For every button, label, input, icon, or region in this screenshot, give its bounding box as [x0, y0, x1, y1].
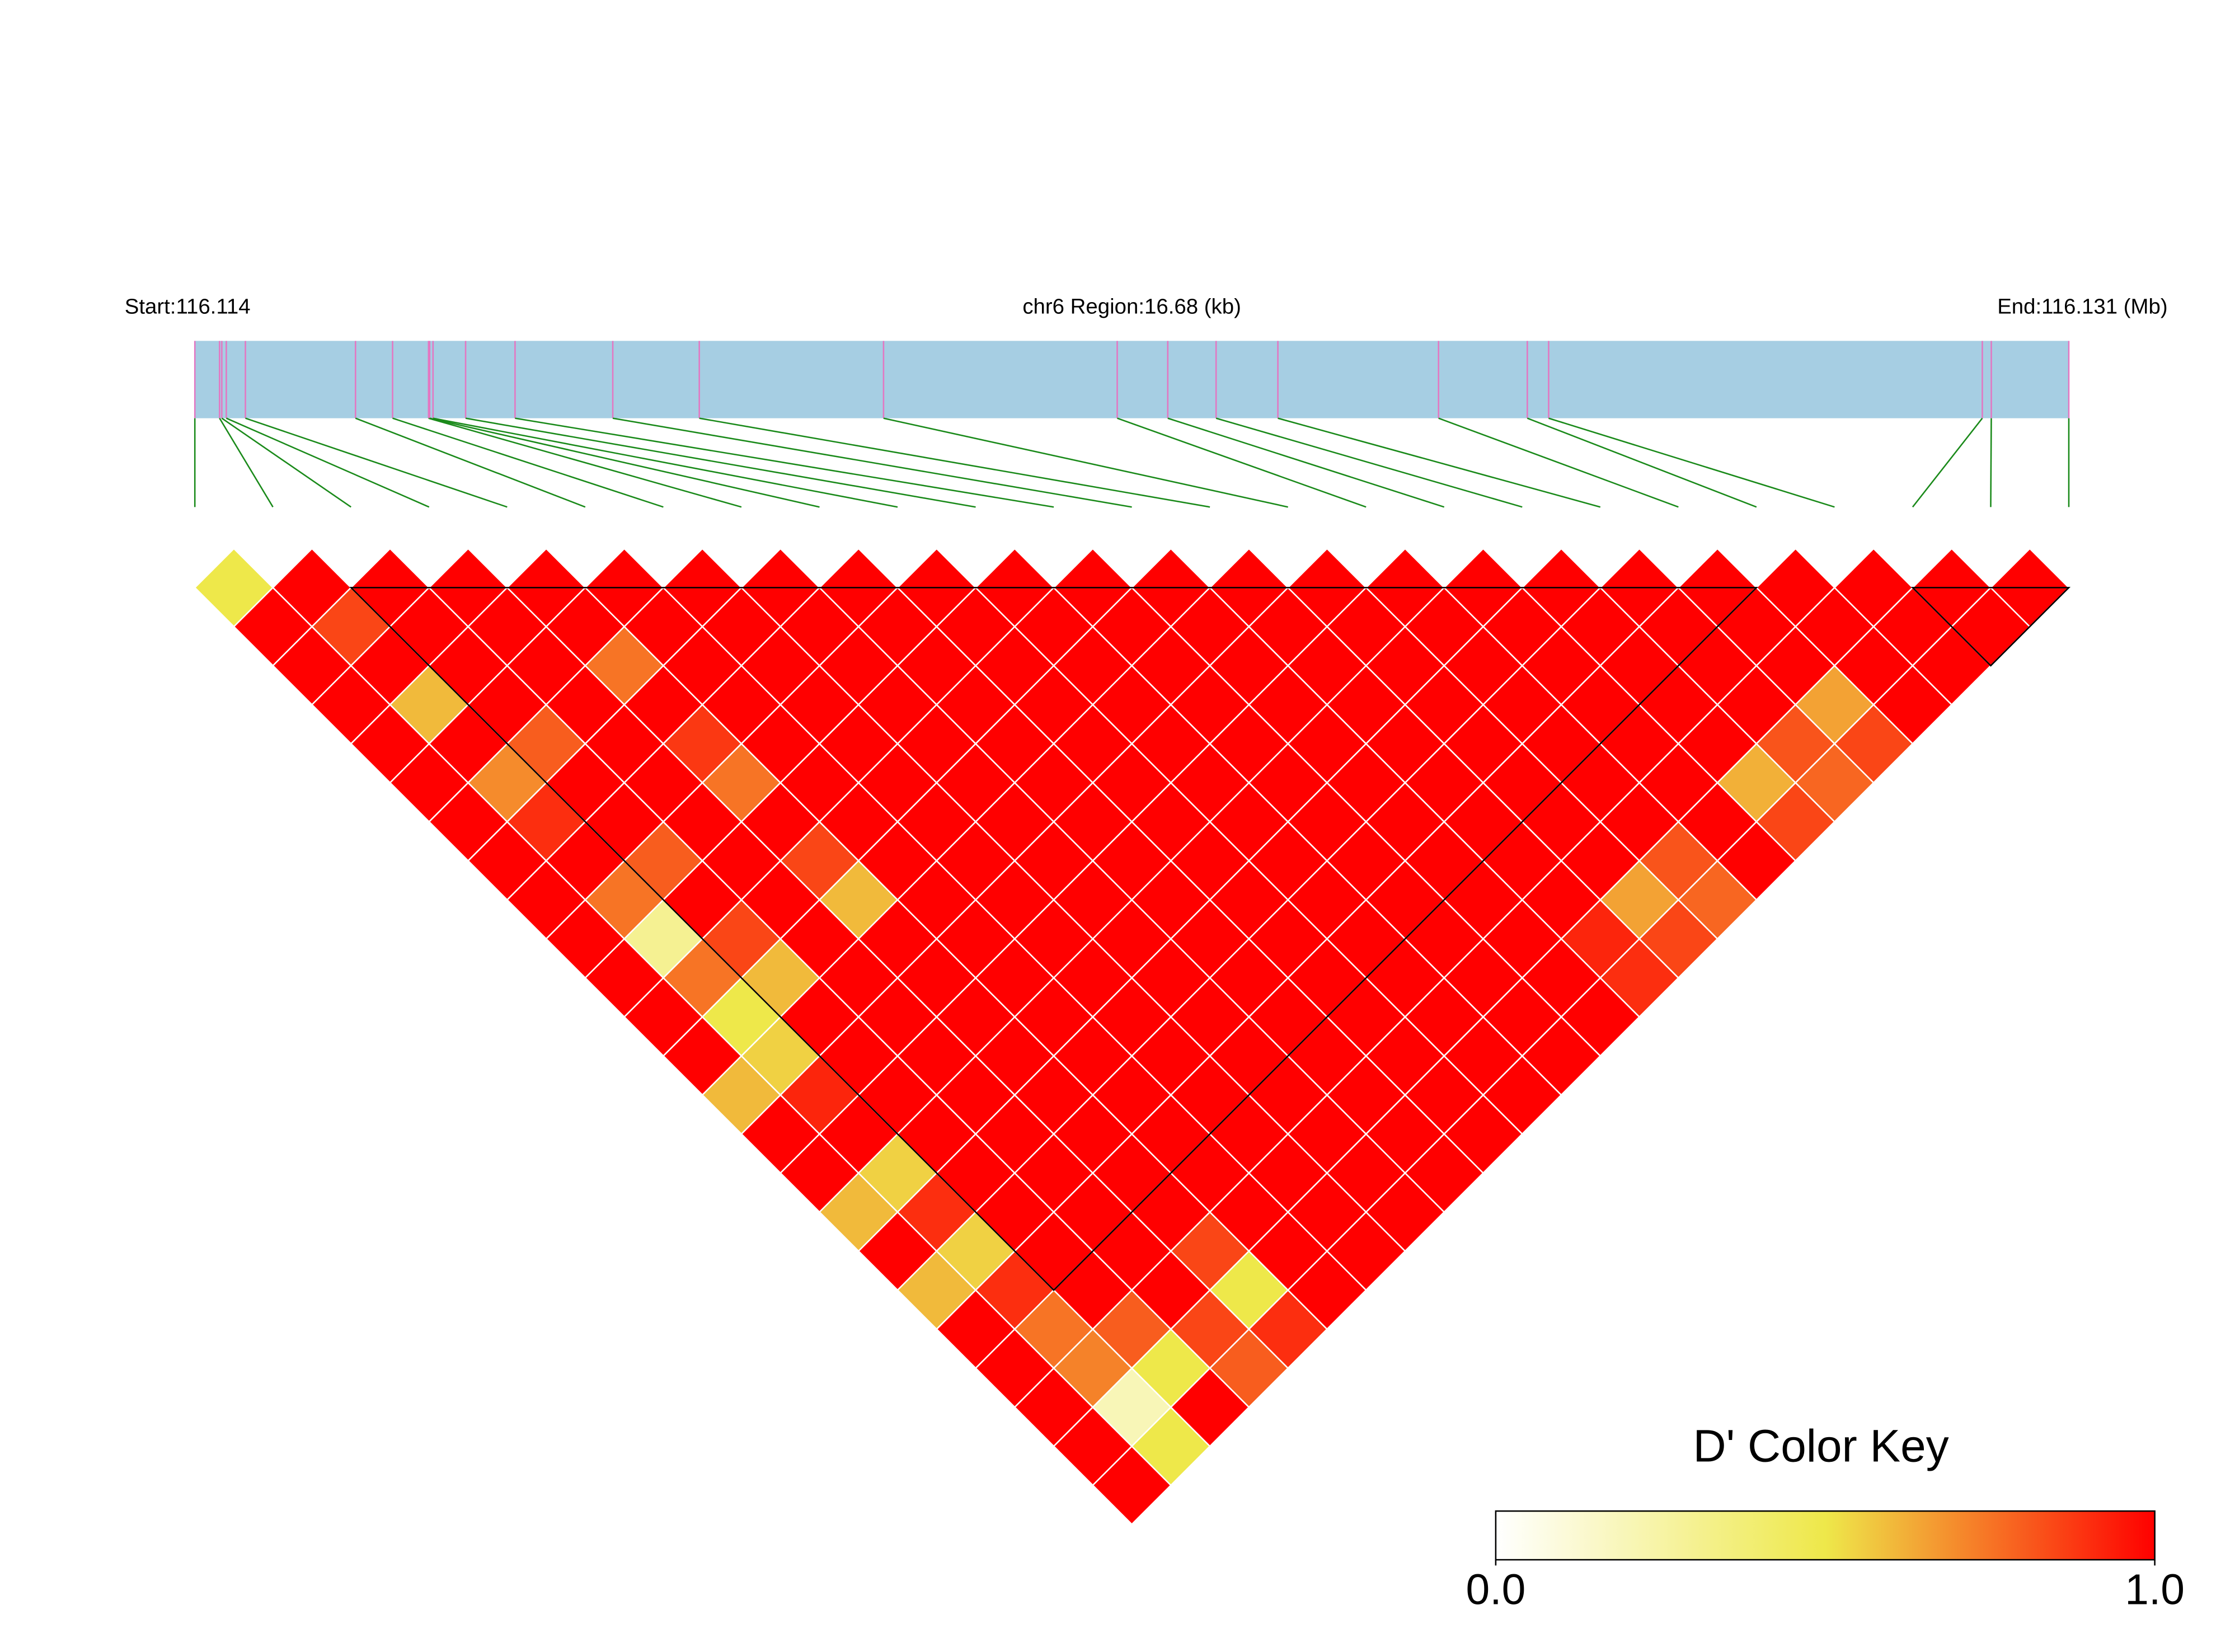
snp-connector	[515, 417, 1054, 508]
key-tick-label: 1.0	[2125, 1565, 2185, 1613]
snp-connector	[1990, 418, 1992, 507]
snp-connector	[465, 417, 976, 508]
snp-connector	[699, 417, 1210, 508]
snp-connector	[428, 417, 742, 508]
snp-connector	[429, 417, 820, 508]
key-title: D' Color Key	[1693, 1421, 1949, 1472]
snp-connector	[1117, 417, 1367, 508]
snp-connector	[1438, 417, 1679, 508]
snp-connector	[883, 417, 1288, 508]
snp-connector	[245, 417, 508, 508]
ld-block	[349, 587, 1758, 1291]
snp-connector	[612, 417, 1132, 508]
snp-connector	[1215, 417, 1523, 508]
snp-connector	[433, 417, 898, 508]
snp-connector	[219, 417, 274, 507]
snp-connector	[355, 417, 586, 508]
snp-connector	[1278, 417, 1601, 508]
snp-connector	[1548, 417, 1835, 508]
snp-connector	[1912, 417, 1983, 508]
snp-connector	[1167, 417, 1445, 508]
color-key	[1495, 1510, 2156, 1561]
snp-connector	[392, 417, 664, 508]
gene-bar	[195, 341, 2069, 418]
ld-block	[1910, 587, 2071, 667]
region-label: chr6 Region:16.68 (kb)	[1022, 295, 1241, 319]
key-tick-label: 0.0	[1466, 1565, 1526, 1613]
snp-connector	[226, 417, 430, 508]
snp-connector	[221, 417, 351, 508]
snp-connector	[1527, 417, 1757, 508]
start-label: Start:116.114	[125, 295, 251, 319]
end-label: End:116.131 (Mb)	[1997, 295, 2167, 319]
